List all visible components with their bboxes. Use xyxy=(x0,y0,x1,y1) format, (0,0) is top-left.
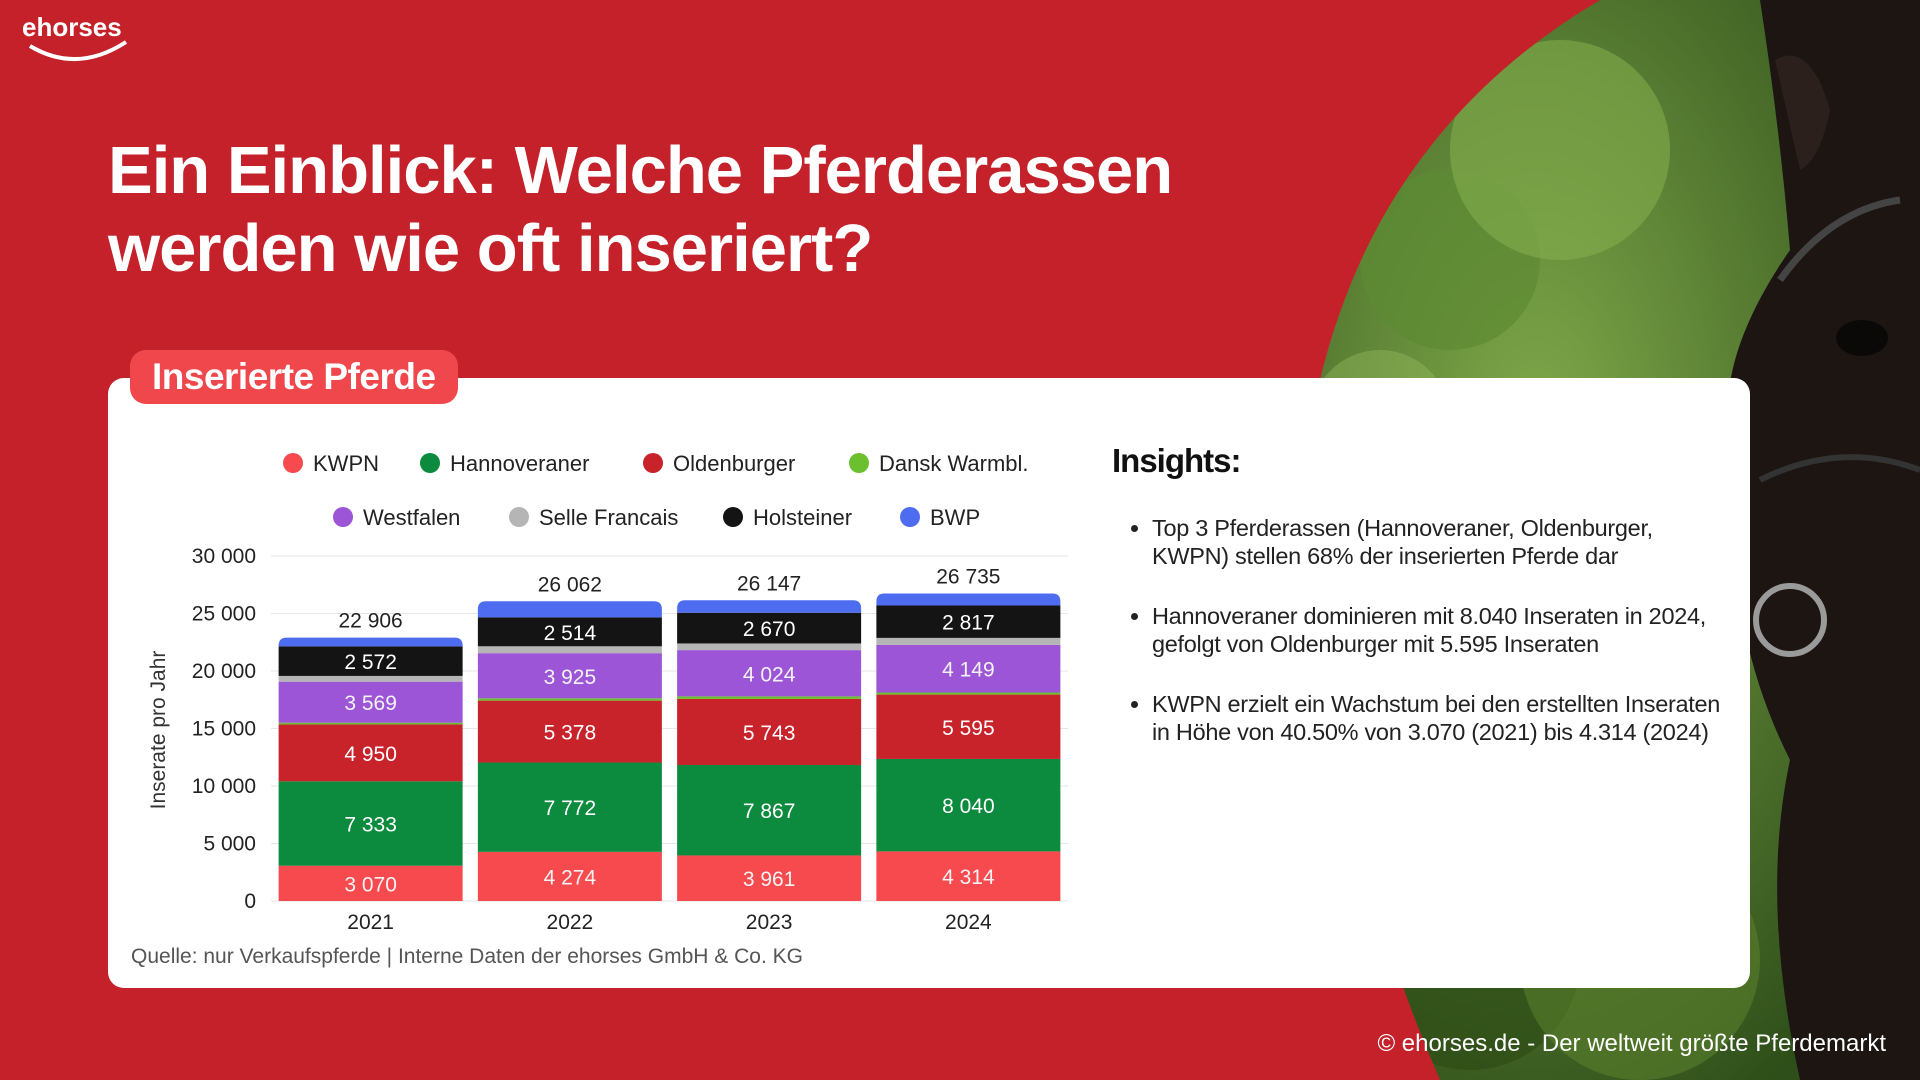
legend-label: Hannoveraner xyxy=(450,451,589,476)
data-label: 5 595 xyxy=(942,717,995,740)
data-label: 7 333 xyxy=(344,814,397,837)
x-tick-label: 2021 xyxy=(347,911,394,934)
y-tick-label: 30 000 xyxy=(192,545,256,568)
legend-label: Selle Francais xyxy=(539,505,678,530)
source-note: Quelle: nur Verkaufspferde | Interne Dat… xyxy=(131,945,803,968)
data-label: 4 274 xyxy=(544,866,597,889)
bar-segment xyxy=(477,762,662,852)
bar-segment xyxy=(876,637,1061,645)
bar-segment xyxy=(677,855,862,901)
legend-marker xyxy=(849,453,869,473)
insight-item: Top 3 Pferderassen (Hannoveraner, Oldenb… xyxy=(1152,514,1722,570)
data-label: 4 950 xyxy=(344,743,397,766)
bar-segment xyxy=(278,722,463,725)
x-tick-label: 2022 xyxy=(547,911,594,934)
insight-item: Hannoveraner dominieren mit 8.040 Insera… xyxy=(1152,602,1722,658)
legend-label: KWPN xyxy=(313,451,379,476)
total-label: 26 062 xyxy=(538,573,602,596)
data-label: 7 772 xyxy=(544,797,597,820)
bar-segment xyxy=(876,758,1061,852)
total-label: 26 735 xyxy=(936,566,1000,589)
footer-copyright: © ehorses.de - Der weltweit größte Pferd… xyxy=(1377,1030,1886,1057)
bar-segment xyxy=(278,865,463,901)
bar-segment xyxy=(876,851,1061,901)
y-tick-label: 20 000 xyxy=(192,660,256,683)
bar-segment xyxy=(477,617,662,647)
data-label: 3 961 xyxy=(743,868,796,891)
legend-label: Westfalen xyxy=(363,505,460,530)
ehorses-logo[interactable]: ehorses xyxy=(22,12,128,62)
bar-segment xyxy=(876,593,1061,606)
data-label: 5 378 xyxy=(544,722,597,745)
bar-segment xyxy=(477,698,662,701)
bar-segment xyxy=(677,698,862,765)
logo-swoosh-icon xyxy=(28,40,128,62)
y-tick-label: 0 xyxy=(244,890,256,913)
y-tick-label: 25 000 xyxy=(192,603,256,626)
x-tick-label: 2024 xyxy=(945,911,992,934)
total-label: 22 906 xyxy=(339,610,403,633)
legend-marker xyxy=(333,507,353,527)
y-tick-label: 5 000 xyxy=(203,833,256,856)
bar-segment xyxy=(876,605,1061,638)
bar-segment xyxy=(278,681,463,723)
data-label: 3 925 xyxy=(544,666,597,689)
bar-segment xyxy=(876,692,1061,695)
bar-segment xyxy=(278,724,463,782)
data-label: 7 867 xyxy=(743,800,796,823)
y-tick-label: 10 000 xyxy=(192,775,256,798)
legend-label: BWP xyxy=(930,505,980,530)
bar-segment xyxy=(876,694,1061,759)
bar-segment xyxy=(477,700,662,763)
legend-label: Oldenburger xyxy=(673,451,795,476)
legend-label: Holsteiner xyxy=(753,505,852,530)
bar-segment xyxy=(677,764,862,856)
legend-marker xyxy=(283,453,303,473)
bar-segment xyxy=(278,781,463,866)
data-label: 4 314 xyxy=(942,866,995,889)
legend-marker xyxy=(509,507,529,527)
page-title: Ein Einblick: Welche Pferderassen werden… xyxy=(108,133,1173,286)
stacked-bar-chart: 0 5 000 10 000 15 000 20 000 25 000 30 000 Inse… xyxy=(147,451,1068,934)
data-label: 4 024 xyxy=(743,663,796,686)
insight-item: KWPN erzielt ein Wachstum bei den erstel… xyxy=(1152,690,1722,746)
bar-segment xyxy=(677,612,862,644)
bar-segment xyxy=(677,650,862,697)
bar-segment xyxy=(278,646,463,676)
bar-segment xyxy=(876,644,1061,693)
bar-segment xyxy=(477,653,662,699)
bar-segment xyxy=(677,643,862,651)
bar-segment xyxy=(477,601,662,618)
data-label: 4 149 xyxy=(942,659,995,682)
data-label: 2 670 xyxy=(743,618,796,641)
bar-segment xyxy=(477,646,662,654)
logo-text: ehorses xyxy=(22,12,122,42)
bar-segment xyxy=(677,600,862,613)
data-label: 2 572 xyxy=(344,651,397,674)
legend-marker xyxy=(420,453,440,473)
data-label: 5 743 xyxy=(743,722,796,745)
data-label: 3 070 xyxy=(344,873,397,896)
card-badge: Inserierte Pferde xyxy=(130,350,458,404)
legend-marker xyxy=(723,507,743,527)
legend-marker xyxy=(643,453,663,473)
data-label: 8 040 xyxy=(942,795,995,818)
data-label: 3 569 xyxy=(344,692,397,715)
insights-list: Top 3 Pferderassen (Hannoveraner, Oldenb… xyxy=(1130,514,1722,778)
data-label: 2 514 xyxy=(544,622,597,645)
y-axis-label: Inserate pro Jahr xyxy=(147,651,170,810)
bar-segment xyxy=(677,696,862,699)
legend-label: Dansk Warmbl. xyxy=(879,451,1029,476)
bar-segment xyxy=(278,637,463,647)
horse-head-shape xyxy=(1727,0,1920,1080)
insights-title: Insights: xyxy=(1112,442,1241,479)
total-label: 26 147 xyxy=(737,572,801,595)
bar-segment xyxy=(278,675,463,682)
legend-marker xyxy=(900,507,920,527)
bar-segment xyxy=(477,851,662,901)
x-tick-label: 2023 xyxy=(746,911,793,934)
data-label: 2 817 xyxy=(942,612,995,635)
y-tick-label: 15 000 xyxy=(192,718,256,741)
